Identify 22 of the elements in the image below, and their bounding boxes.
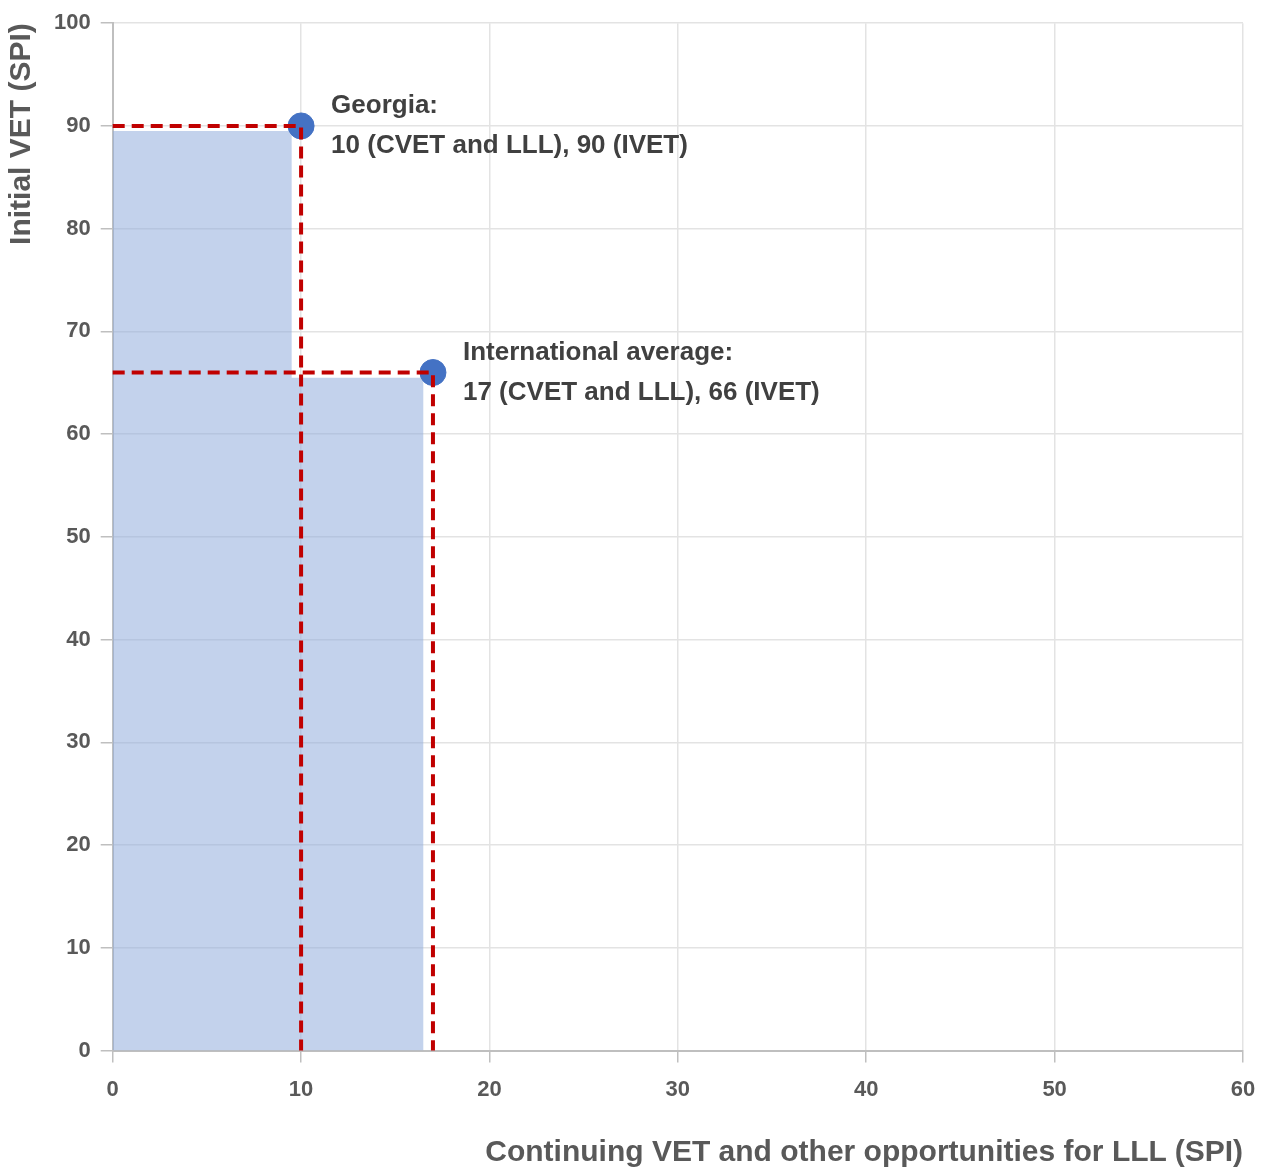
x-tick-label: 10 [288, 1075, 314, 1101]
y-tick-label: 90 [66, 112, 91, 137]
x-tick-label: 60 [1230, 1075, 1256, 1101]
x-tick-label: 20 [477, 1075, 502, 1101]
y-tick-label: 50 [66, 522, 91, 548]
x-axis-title: Continuing VET and other opportunities for LLL (SPI) [485, 1134, 1243, 1168]
y-tick-label: 80 [66, 214, 91, 240]
annotation: Georgia: 10 (CVET and LLL), 90 (IVET) [331, 89, 688, 160]
y-tick-label: 100 [53, 9, 91, 35]
y-tick-label: 30 [66, 728, 91, 754]
y-tick-label: 20 [66, 831, 91, 857]
y-tick-label: 60 [66, 420, 91, 446]
x-tick-label: 50 [1042, 1075, 1067, 1101]
y-tick-label: 70 [66, 317, 91, 343]
y-axis-title: Initial VET (SPI) [3, 23, 37, 245]
annotation: International average: 17 (CVET and LLL), 66 (IVET) [462, 335, 820, 406]
x-tick-label: 30 [665, 1075, 691, 1101]
y-tick-label: 10 [66, 933, 91, 959]
x-tick-label: 0 [106, 1075, 119, 1101]
x-tick-label: 40 [853, 1075, 879, 1101]
y-tick-label: 40 [66, 625, 91, 651]
y-tick-label: 0 [78, 1036, 91, 1062]
